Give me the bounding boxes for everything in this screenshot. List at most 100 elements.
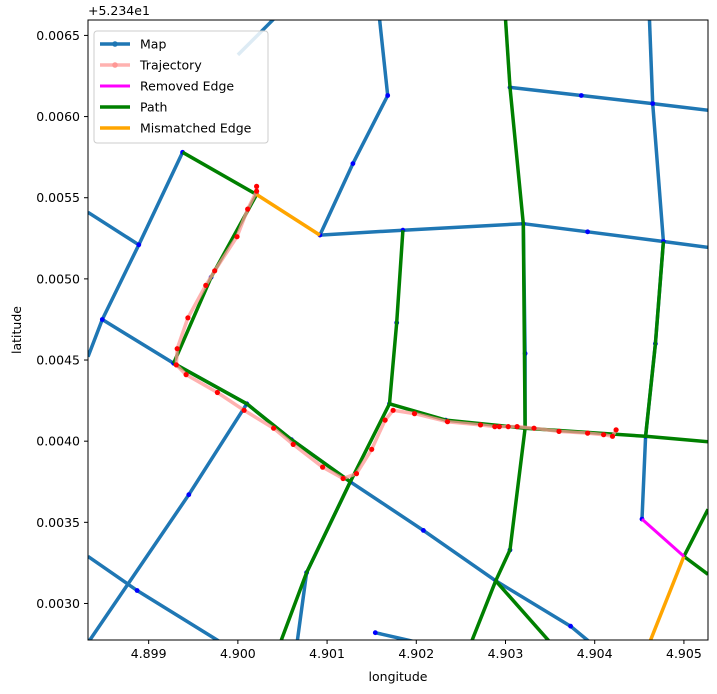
trajectory-point-15 xyxy=(340,475,346,482)
legend: Map Trajectory Removed Edge Path Mismatched … xyxy=(93,30,269,144)
removed-edge-segment-0 xyxy=(641,517,685,558)
x-tick-label: 4.905 xyxy=(666,646,702,661)
legend-marker xyxy=(112,62,118,68)
map-segment-1 xyxy=(88,210,140,247)
map-segment-9 xyxy=(377,20,390,96)
trajectory-point-14 xyxy=(320,464,326,470)
trajectory-point-6 xyxy=(185,315,191,321)
trajectory-point-13 xyxy=(290,441,296,447)
map-node-10 xyxy=(186,492,192,498)
x-axis-label: longitude xyxy=(369,669,428,684)
trajectory-point-30 xyxy=(601,432,607,438)
y-axis: 0.0030 0.0035 0.0040 0.0045 0.0050 0.0055 0.00… xyxy=(36,28,88,611)
legend-label: Trajectory xyxy=(139,58,202,73)
path-segment-5 xyxy=(470,87,527,640)
y-tick-label: 0.0055 xyxy=(36,190,80,205)
y-tick-label: 0.0050 xyxy=(36,271,80,286)
legend-label: Map xyxy=(140,37,166,52)
y-tick-label: 0.0030 xyxy=(36,596,80,611)
trajectory-point-24 xyxy=(496,424,502,430)
trajectory-point-11 xyxy=(241,407,247,413)
trajectory-point-10 xyxy=(214,389,220,396)
trajectory-point-3 xyxy=(234,234,240,240)
path-segment-8 xyxy=(643,241,666,437)
y-tick-label: 0.0045 xyxy=(36,353,80,368)
map-node-1 xyxy=(136,242,142,248)
trajectory-point-18 xyxy=(382,417,388,423)
map-node-27 xyxy=(372,630,378,636)
trajectory-point-4 xyxy=(212,268,218,274)
legend-item-mismatched-edge: Mismatched Edge xyxy=(100,121,252,136)
legend-item-path: Path xyxy=(100,100,167,115)
trajectory-point-29 xyxy=(585,430,591,436)
trajectory-point-22 xyxy=(477,422,484,428)
mismatched-edge-segment-0 xyxy=(255,193,321,237)
legend-label: Mismatched Edge xyxy=(140,121,252,136)
legend-label: Path xyxy=(140,100,167,115)
trajectory-point-2 xyxy=(245,206,251,212)
trajectory-point-16 xyxy=(353,471,360,477)
map-segment-11 xyxy=(509,85,708,113)
trajectory-series xyxy=(173,183,619,482)
map-node-0 xyxy=(99,317,105,322)
path-segment-0 xyxy=(181,150,258,197)
map-node-22 xyxy=(650,101,656,106)
legend-item-trajectory: Trajectory xyxy=(100,58,202,73)
trajectory-point-23 xyxy=(492,424,498,430)
trajectory-point-19 xyxy=(390,407,396,413)
x-tick-label: 4.901 xyxy=(309,646,345,661)
trajectory-point-12 xyxy=(271,425,277,431)
map-node-15 xyxy=(385,93,391,98)
map-node-18 xyxy=(585,229,590,235)
y-offset-text: +5.234e1 xyxy=(88,3,150,18)
mismatched-edge-series xyxy=(255,193,686,640)
trajectory-point-5 xyxy=(203,282,209,288)
legend-label: Removed Edge xyxy=(140,79,234,94)
trajectory-point-27 xyxy=(531,425,537,431)
x-tick-label: 4.899 xyxy=(131,646,167,661)
legend-marker xyxy=(112,41,118,47)
trajectory-point-20 xyxy=(411,411,418,417)
trajectory-point-8 xyxy=(173,362,179,368)
trajectory-point-0 xyxy=(254,183,260,189)
x-axis: 4.899 4.900 4.901 4.902 4.903 4.904 4.905 xyxy=(131,640,702,661)
legend-item-removed-edge: Removed Edge xyxy=(100,79,234,94)
path-segment-6 xyxy=(494,579,551,640)
axes-frame xyxy=(87,19,709,641)
path-segment-3 xyxy=(348,230,405,483)
trajectory-point-21 xyxy=(444,419,451,425)
y-tick-label: 0.0065 xyxy=(36,28,80,43)
x-tick-label: 4.903 xyxy=(488,646,524,661)
trajectory-point-7 xyxy=(174,346,180,352)
trajectory-point-17 xyxy=(369,446,375,452)
x-tick-label: 4.902 xyxy=(398,646,434,661)
x-tick-label: 4.904 xyxy=(577,646,613,661)
trajectory-point-25 xyxy=(505,424,511,430)
map-node-21 xyxy=(578,93,584,98)
legend-item-map: Map xyxy=(100,37,166,52)
path-segment-2 xyxy=(172,361,352,484)
map-segment-8 xyxy=(319,221,708,250)
trajectory-point-32 xyxy=(613,427,619,433)
trajectory-point-31 xyxy=(609,433,616,439)
x-tick-label: 4.900 xyxy=(220,646,256,661)
y-axis-label: latitude xyxy=(9,306,24,354)
path-segment-7 xyxy=(279,481,352,640)
map-node-11 xyxy=(134,588,140,593)
plot-area xyxy=(88,20,708,640)
map-node-7 xyxy=(421,528,426,533)
map-node-14 xyxy=(350,161,356,167)
trajectory-point-26 xyxy=(514,424,520,430)
trajectory-point-28 xyxy=(556,428,562,434)
mismatched-edge-segment-1 xyxy=(648,555,686,640)
y-tick-label: 0.0035 xyxy=(36,515,80,530)
map-segment-12 xyxy=(647,20,655,104)
map-node-9 xyxy=(568,623,573,629)
y-tick-label: 0.0040 xyxy=(36,434,80,449)
legend-box xyxy=(93,30,269,144)
path-segment-9 xyxy=(503,20,512,88)
map-segment-14 xyxy=(374,630,416,640)
y-tick-label: 0.0060 xyxy=(36,109,80,124)
trajectory-point-9 xyxy=(183,372,189,378)
